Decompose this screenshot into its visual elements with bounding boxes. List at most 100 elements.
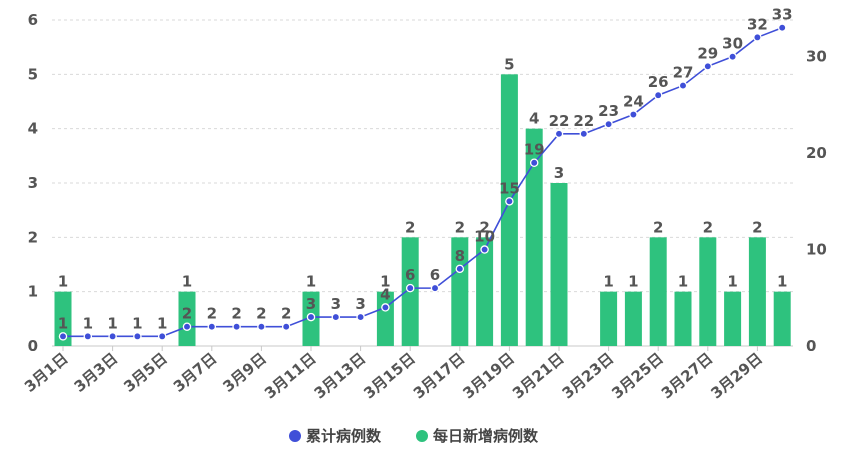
bar xyxy=(674,291,692,346)
legend-marker-cumulative xyxy=(289,430,301,442)
x-tick-label: 3月11日 xyxy=(261,349,320,402)
line-point xyxy=(207,322,217,331)
y-left-tick-label: 3 xyxy=(28,174,38,192)
line-point xyxy=(108,332,117,341)
line-value-label: 27 xyxy=(673,64,694,82)
y-right-tick-label: 0 xyxy=(806,337,816,355)
y-right-tick-label: 20 xyxy=(806,144,827,162)
y-axis-right-ticks: 0 10 20 30 xyxy=(806,48,827,355)
line-value-label: 1 xyxy=(157,314,167,332)
line-point xyxy=(306,312,316,322)
x-tick-label: 3月25日 xyxy=(608,349,667,402)
bar-series xyxy=(54,74,791,346)
line-value-label: 32 xyxy=(747,15,768,33)
x-axis-ticks: 3月1日 3月3日 3月5日 3月7日 3月9日3月11日3月13日3月15日3月17日… xyxy=(21,349,766,402)
line-point xyxy=(505,197,514,206)
line-value-label: 29 xyxy=(697,44,718,62)
bar-value-label: 2 xyxy=(405,218,415,236)
line-point xyxy=(356,312,365,322)
legend: 累计病例数 每日新增病例数 xyxy=(289,427,539,445)
bar-value-label: 1 xyxy=(628,273,638,291)
bar-value-label: 2 xyxy=(455,218,465,236)
bar-value-label: 2 xyxy=(752,218,762,236)
line-value-label: 6 xyxy=(405,266,415,284)
line-point xyxy=(405,283,415,293)
x-tick-label: 3月21日 xyxy=(509,349,568,402)
line-value-label: 3 xyxy=(306,295,316,313)
line-series xyxy=(58,23,787,341)
bar-value-label: 1 xyxy=(306,273,316,291)
line-value-label: 26 xyxy=(648,73,669,91)
line-point xyxy=(257,322,266,331)
line-point xyxy=(579,129,589,139)
line-value-label: 2 xyxy=(207,305,217,323)
line-value-label: 33 xyxy=(772,6,793,24)
x-tick-label: 3月23日 xyxy=(559,349,618,402)
x-tick-label: 3月29日 xyxy=(707,349,766,402)
x-tick-label: 3月27日 xyxy=(658,349,717,402)
line-point xyxy=(381,303,390,312)
y-left-tick-label: 5 xyxy=(28,65,38,83)
line-point xyxy=(58,332,68,341)
line-point xyxy=(480,245,489,254)
line-value-label: 15 xyxy=(499,179,520,197)
legend-item-daily-new[interactable]: 每日新增病例数 xyxy=(416,427,539,445)
bar xyxy=(178,291,196,346)
legend-label-cumulative: 累计病例数 xyxy=(306,427,382,445)
bar-value-label: 1 xyxy=(58,273,68,291)
x-tick-label: 3月3日 xyxy=(71,349,122,395)
line-value-label: 6 xyxy=(430,266,440,284)
bar xyxy=(476,237,494,346)
bar xyxy=(54,291,72,346)
x-tick-label: 3月1日 xyxy=(21,349,72,395)
line-point xyxy=(430,283,440,293)
bar xyxy=(500,74,518,346)
line-point xyxy=(653,90,663,100)
legend-marker-daily-new xyxy=(416,430,428,442)
line-value-label: 1 xyxy=(58,314,68,332)
bar xyxy=(773,291,791,346)
bar xyxy=(699,237,717,346)
line-value-label: 2 xyxy=(256,305,266,323)
line-point xyxy=(157,332,167,341)
x-tick-label: 3月5日 xyxy=(120,349,171,395)
cumulative-line xyxy=(63,26,783,338)
line-point xyxy=(529,158,539,167)
x-tick-label: 3月19日 xyxy=(459,349,518,402)
line-point xyxy=(83,332,93,341)
line-point xyxy=(133,332,142,341)
y-right-tick-label: 30 xyxy=(806,48,827,66)
line-value-label: 22 xyxy=(573,112,594,130)
bar xyxy=(624,291,642,346)
bar-value-label: 3 xyxy=(554,164,564,182)
line-value-label: 2 xyxy=(231,305,241,323)
bar xyxy=(600,291,618,346)
bar-value-label: 1 xyxy=(182,273,192,291)
bar-value-label: 4 xyxy=(529,110,539,128)
line-value-label: 1 xyxy=(132,314,142,332)
line-value-label: 2 xyxy=(182,305,192,323)
line-value-label: 3 xyxy=(355,295,365,313)
y-left-tick-label: 2 xyxy=(28,228,38,246)
line-point xyxy=(281,322,291,331)
bar xyxy=(550,183,568,346)
line-value-label: 2 xyxy=(281,305,291,323)
bar xyxy=(724,291,742,346)
x-tick-label: 3月15日 xyxy=(360,349,419,402)
line-point xyxy=(678,81,688,90)
bar-value-label: 1 xyxy=(777,273,787,291)
line-point xyxy=(604,119,613,129)
bar xyxy=(649,237,667,346)
legend-label-daily-new: 每日新增病例数 xyxy=(433,427,539,445)
line-value-label: 30 xyxy=(722,35,743,53)
y-right-tick-label: 10 xyxy=(806,241,827,259)
line-point xyxy=(703,62,713,71)
line-point xyxy=(232,322,241,331)
y-left-tick-label: 0 xyxy=(28,337,38,355)
legend-item-cumulative[interactable]: 累计病例数 xyxy=(289,427,382,445)
line-value-label: 4 xyxy=(380,285,390,303)
line-value-label: 22 xyxy=(549,112,570,130)
line-point xyxy=(554,129,564,139)
